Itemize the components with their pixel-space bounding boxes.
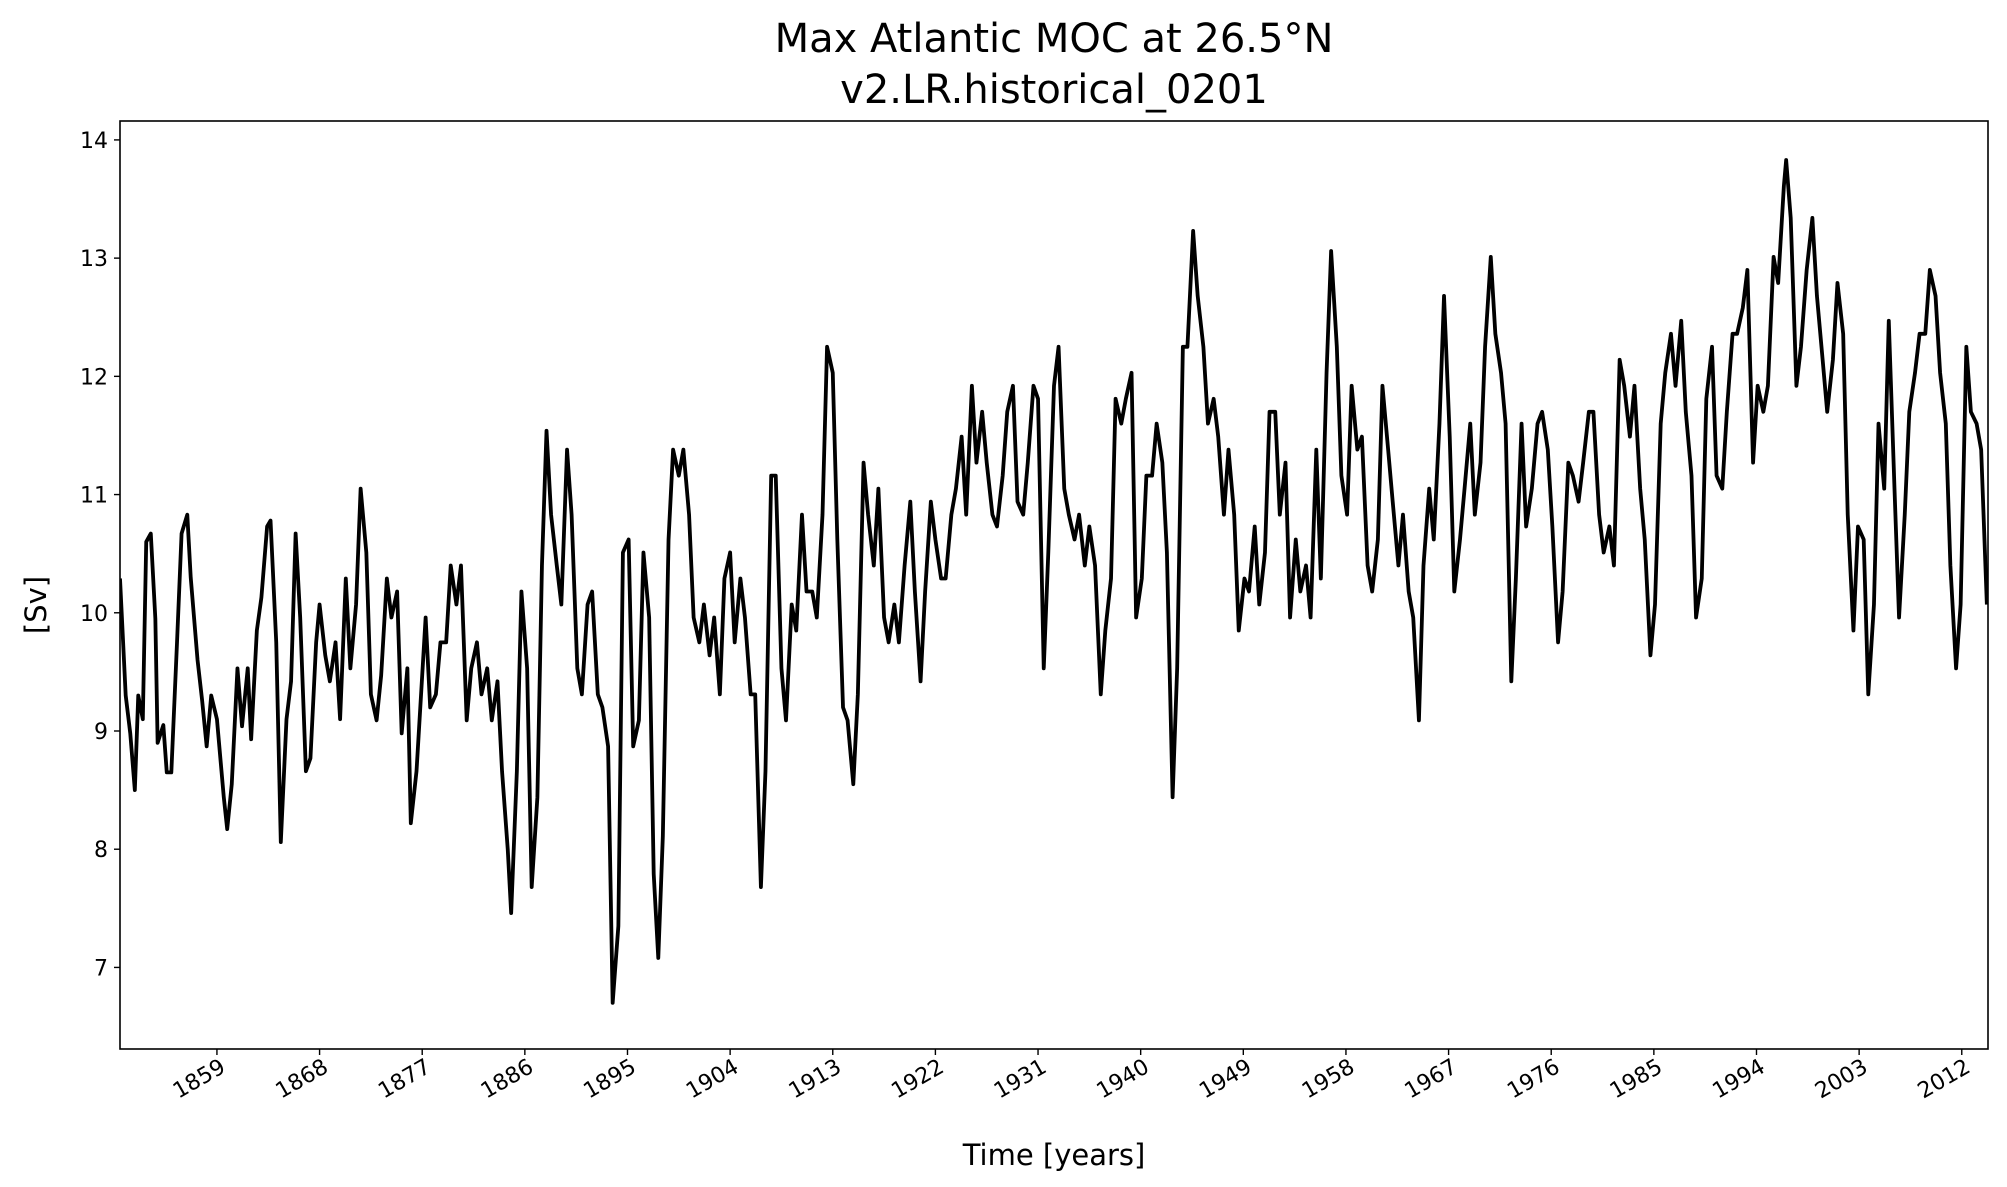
y-tick-label: 11 (80, 484, 108, 509)
x-tick-label: 1949 (1195, 1055, 1256, 1105)
x-tick-label: 1895 (579, 1055, 640, 1105)
y-tick-label: 9 (94, 720, 108, 745)
data-line (120, 158, 1988, 1005)
y-tick-label: 7 (94, 956, 108, 981)
x-tick-label: 1904 (682, 1055, 743, 1105)
x-tick-label: 1868 (272, 1055, 333, 1105)
x-tick-label: 1859 (169, 1055, 230, 1105)
x-tick-label: 1877 (374, 1055, 435, 1105)
y-tick-label: 14 (80, 129, 108, 154)
chart-subtitle: v2.LR.historical_0201 (840, 67, 1268, 113)
x-tick-label: 1931 (990, 1055, 1051, 1105)
chart-title: Max Atlantic MOC at 26.5°N (775, 16, 1334, 62)
y-tick-label: 8 (94, 838, 108, 863)
x-tick-label: 1922 (887, 1055, 948, 1105)
x-tick-label: 1976 (1503, 1055, 1564, 1105)
y-tick-label: 12 (80, 365, 108, 390)
x-tick-label: 1967 (1401, 1055, 1462, 1105)
plot-frame (119, 120, 1989, 1050)
y-tick-label: 13 (80, 247, 108, 272)
y-axis-label: [Sv] (19, 576, 53, 634)
x-axis-label: Time [years] (962, 1138, 1146, 1172)
x-tick-label: 1994 (1708, 1055, 1769, 1105)
x-tick-label: 1913 (785, 1055, 846, 1105)
x-tick-label: 1940 (1093, 1055, 1154, 1105)
y-tick-label: 10 (80, 602, 108, 627)
x-tick-label: 1886 (477, 1055, 538, 1105)
x-tick-label: 1958 (1298, 1055, 1359, 1105)
x-tick-label: 2012 (1914, 1055, 1975, 1105)
x-tick-label: 1985 (1606, 1055, 1667, 1105)
x-tick-label: 2003 (1811, 1055, 1872, 1105)
